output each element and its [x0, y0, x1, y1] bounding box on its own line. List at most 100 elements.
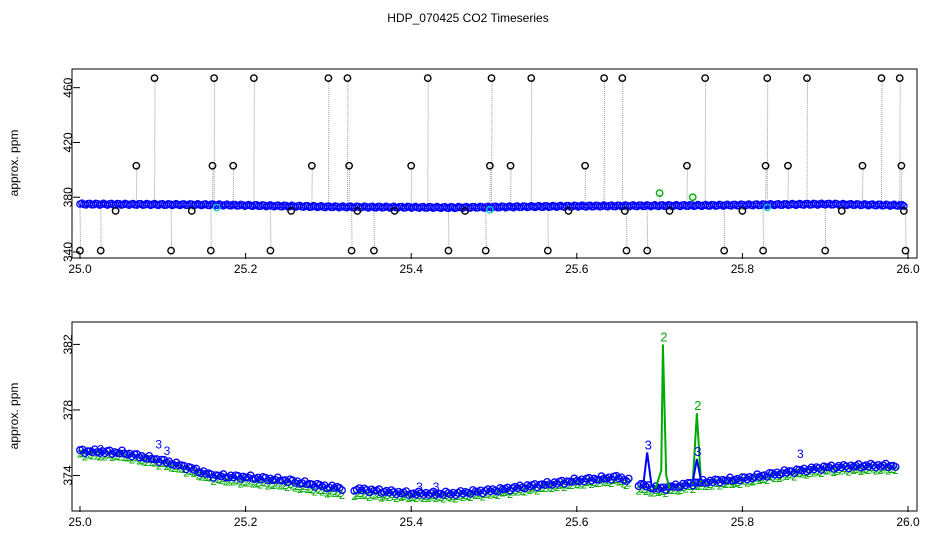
- bottom-series-2-point: 2: [151, 457, 157, 469]
- bottom-series-1-point: [221, 473, 230, 482]
- bottom-series-2-point: 2: [682, 483, 688, 495]
- bottom-series-2-point: 2: [205, 471, 211, 483]
- bottom-series-2-point: 2: [215, 474, 221, 486]
- top-drop-line: [348, 165, 351, 207]
- bottom-series-2-point: 2: [196, 471, 202, 483]
- bottom-series-2-point: 2: [354, 490, 360, 502]
- top-drop-line: [547, 206, 549, 251]
- bottom-y-axis-label: approx. ppm: [7, 383, 21, 450]
- top-y-tick-label: 460: [61, 77, 75, 97]
- top-drop-line: [861, 165, 864, 205]
- bottom-series-2-point: 2: [361, 488, 367, 500]
- bottom-series-2-point: 2: [465, 491, 471, 503]
- bottom-series-2-point: 2: [655, 487, 661, 499]
- bottom-x-tick-label: 25.0: [68, 515, 92, 529]
- bottom-series-2-point: 2: [218, 475, 224, 487]
- bottom-series-2-point: 2: [82, 451, 88, 463]
- bottom-x-tick-label: 25.4: [400, 515, 424, 529]
- bottom-series-2-point: 2: [114, 451, 120, 463]
- bottom-series-1-point: [805, 465, 814, 474]
- bottom-y-tick-label: 378: [61, 400, 75, 420]
- top-drop-line: [603, 78, 606, 206]
- top-spike-point: [527, 74, 536, 83]
- bottom-series-2-point: 2: [851, 465, 857, 477]
- bottom-series-1-point: [871, 463, 880, 472]
- bottom-x-tick-label: 25.6: [565, 515, 589, 529]
- bottom-series-2-point: 2: [356, 488, 362, 500]
- top-x-tick-label: 25.4: [400, 262, 424, 276]
- bottom-series-2-point: 2: [334, 487, 340, 499]
- bottom-point-labels: 3 3 33 33: [97, 437, 804, 494]
- bottom-series-2-point: 2: [811, 468, 817, 480]
- bottom-series-2-point: 2: [336, 488, 342, 500]
- bottom-labeled-point: 3: [164, 444, 171, 458]
- top-spike-point: [600, 74, 609, 83]
- top-spike-point: [877, 74, 886, 83]
- bottom-series-2-point: 2: [102, 451, 108, 463]
- bottom-series-2-point: 2: [116, 452, 122, 464]
- bottom-series-2-point: 2: [141, 456, 147, 468]
- bottom-series-2-point: 2: [107, 449, 113, 461]
- bottom-series-1-point: [886, 461, 895, 470]
- top-drop-line: [410, 165, 413, 208]
- top-drop-line: [232, 165, 235, 206]
- bottom-series-2-point: 2: [319, 487, 325, 499]
- bottom-series-1-point: [604, 473, 613, 482]
- bottom-series-1-point: [229, 473, 238, 482]
- bottom-series-2-point: 2: [566, 480, 572, 492]
- top-drop-line: [899, 78, 901, 206]
- top-drop-line: [686, 165, 688, 206]
- bottom-series-2-point: 2: [492, 489, 498, 501]
- top-drop-line: [530, 78, 533, 207]
- bottom-series-2-point: 2: [374, 490, 380, 502]
- bottom-series-2-point: 2: [79, 448, 85, 460]
- top-spike-point: [581, 161, 589, 170]
- bottom-series-2-point: 2: [87, 450, 93, 462]
- top-drop-line: [723, 205, 726, 251]
- bottom-series-2-point: 2: [581, 480, 587, 492]
- top-alt-point: [486, 205, 494, 214]
- bottom-series-1-point: [506, 486, 514, 495]
- bottom-series-2-point: 2: [475, 490, 481, 502]
- bottom-series-2-point: 2: [799, 469, 805, 481]
- bottom-series-2-point: 2: [554, 482, 560, 494]
- bottom-series-2-point: 2: [371, 490, 377, 502]
- bottom-series-2-point: 2: [648, 487, 654, 499]
- bottom-series-2-point: 2: [163, 461, 169, 473]
- bottom-series-2-point: 2: [791, 471, 797, 483]
- bottom-series-1-point: [338, 486, 346, 495]
- bottom-series-2-point: 2: [359, 490, 365, 502]
- bottom-series-2-point: 2: [724, 478, 730, 490]
- bottom-series-2-point: 2: [804, 470, 810, 482]
- bottom-series-2-point: 2: [729, 479, 735, 491]
- top-spike-point: [287, 207, 296, 215]
- bottom-series-2-point: 2: [233, 475, 239, 487]
- bottom-series-2-point: 2: [480, 491, 486, 503]
- top-spike-point: [720, 246, 729, 255]
- bottom-series-1-point: [355, 484, 364, 493]
- top-drop-line: [806, 78, 808, 205]
- top-spike-point: [759, 246, 767, 255]
- top-drop-line: [762, 204, 765, 251]
- bottom-series-2-point: 2: [640, 484, 646, 496]
- bottom-series-2-point: 2: [873, 466, 879, 478]
- bottom-series-2-point: 2: [821, 465, 827, 477]
- top-spike-point: [390, 207, 399, 215]
- bottom-series-2-point: 2: [616, 477, 622, 489]
- top-spike-point: [423, 74, 432, 83]
- bottom-series-2-point: 2: [495, 490, 501, 502]
- top-drop-line: [447, 207, 450, 251]
- bottom-series-2-point: 2: [514, 486, 520, 498]
- bottom-series-2-point: 2: [285, 482, 291, 494]
- bottom-series-2-point: 2: [710, 480, 716, 492]
- bottom-series-2-point: 2: [448, 493, 454, 505]
- bottom-series-2-point: 2: [702, 481, 708, 493]
- bottom-series-2-point: 2: [603, 477, 609, 489]
- top-spike-point: [132, 161, 141, 170]
- top-spike-point: [487, 74, 496, 83]
- bottom-x-tick-label: 25.2: [234, 515, 258, 529]
- top-drop-line: [621, 78, 624, 206]
- bottom-series-2-point: 2: [678, 485, 684, 497]
- top-spike-point: [370, 246, 378, 255]
